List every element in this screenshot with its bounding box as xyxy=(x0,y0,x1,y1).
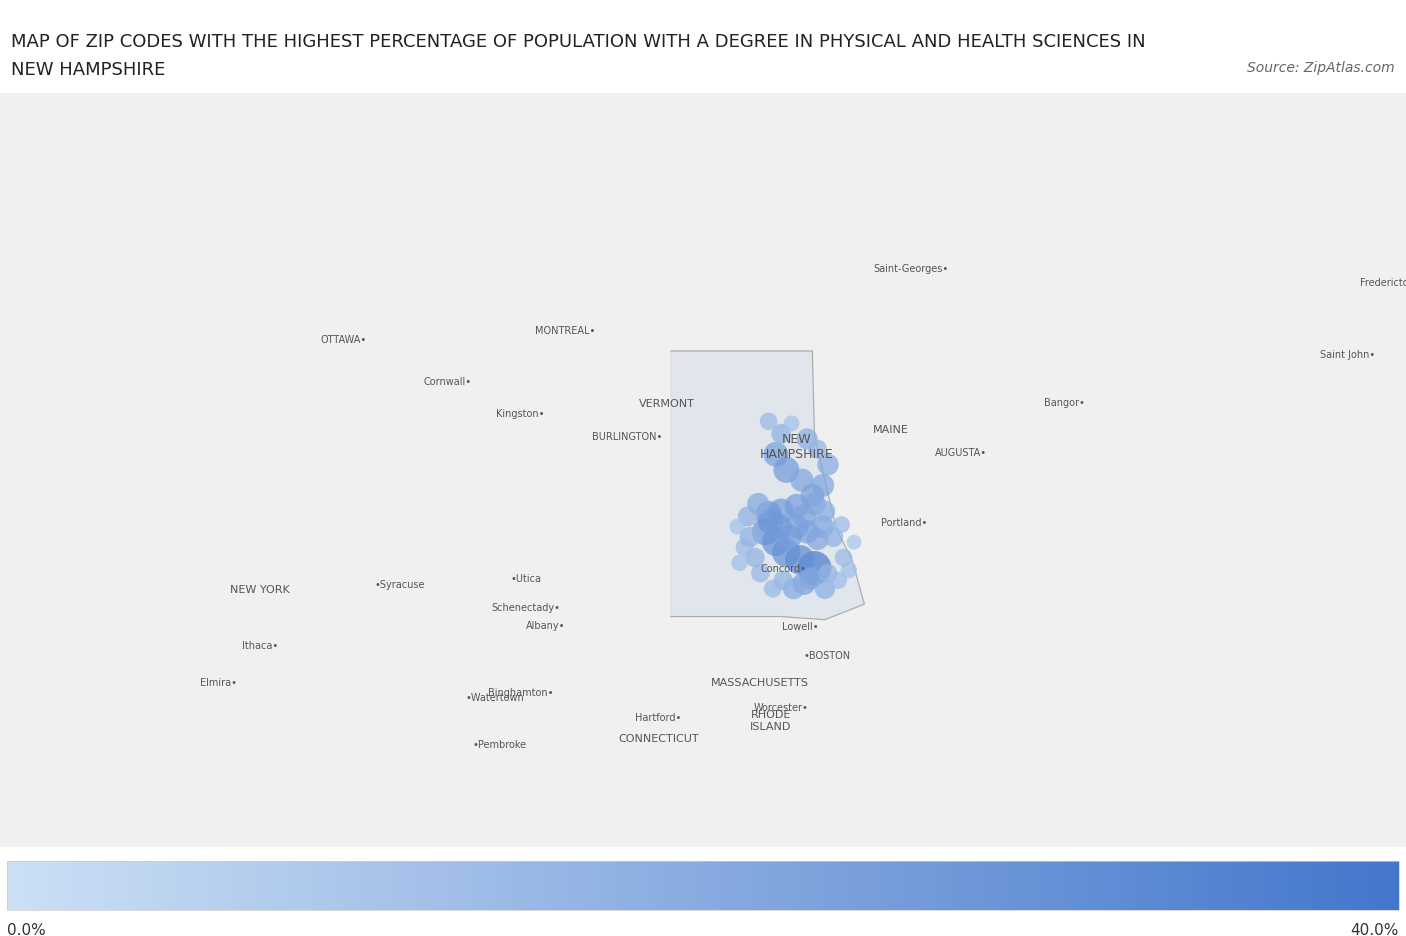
Text: MAINE: MAINE xyxy=(873,424,908,434)
Point xyxy=(811,478,834,493)
Text: RHODE
ISLAND: RHODE ISLAND xyxy=(749,709,792,731)
Point xyxy=(734,540,756,555)
Point xyxy=(778,530,800,545)
Point xyxy=(793,509,815,524)
Text: Cornwall•: Cornwall• xyxy=(423,376,472,387)
Point xyxy=(811,519,834,534)
Text: Ithaca•: Ithaca• xyxy=(242,641,278,651)
Point xyxy=(806,442,828,457)
Text: Saint John•: Saint John• xyxy=(1320,350,1375,359)
Point xyxy=(749,566,772,581)
Text: Elmira•: Elmira• xyxy=(200,677,238,687)
Text: NEW HAMPSHIRE: NEW HAMPSHIRE xyxy=(11,61,166,79)
Point xyxy=(758,507,780,522)
Point xyxy=(725,519,748,534)
Point xyxy=(814,581,837,596)
Text: •Utica: •Utica xyxy=(510,574,541,584)
Text: •Syracuse: •Syracuse xyxy=(374,578,425,589)
Text: NEW YORK: NEW YORK xyxy=(231,584,290,594)
Text: Binghamton•: Binghamton• xyxy=(488,687,554,697)
Point xyxy=(803,561,825,576)
Point xyxy=(786,519,808,534)
Text: NEW
HAMPSHIRE: NEW HAMPSHIRE xyxy=(759,432,834,461)
Text: •Watertown: •Watertown xyxy=(465,693,524,702)
Point xyxy=(806,532,828,547)
Point xyxy=(817,458,839,473)
Text: MAP OF ZIP CODES WITH THE HIGHEST PERCENTAGE OF POPULATION WITH A DEGREE IN PHYS: MAP OF ZIP CODES WITH THE HIGHEST PERCEN… xyxy=(11,33,1146,51)
Text: 0.0%: 0.0% xyxy=(7,922,46,936)
Point xyxy=(770,427,793,442)
Text: Worcester•: Worcester• xyxy=(754,703,808,712)
Point xyxy=(747,497,769,512)
Text: Portland•: Portland• xyxy=(880,517,927,527)
Point xyxy=(772,573,794,588)
Point xyxy=(765,447,787,462)
Text: Schenectady•: Schenectady• xyxy=(492,603,561,613)
Point xyxy=(789,552,811,567)
Polygon shape xyxy=(671,352,865,620)
Text: 40.0%: 40.0% xyxy=(1351,922,1399,936)
Point xyxy=(782,581,804,596)
Point xyxy=(799,571,821,586)
Text: Hartford•: Hartford• xyxy=(636,712,682,722)
Point xyxy=(803,497,825,512)
Point xyxy=(765,535,787,550)
Point xyxy=(842,535,865,550)
Text: CONNECTICUT: CONNECTICUT xyxy=(617,734,699,744)
Point xyxy=(796,525,818,540)
Point xyxy=(793,577,815,592)
Point xyxy=(759,515,782,530)
Point xyxy=(780,417,803,431)
Text: AUGUSTA•: AUGUSTA• xyxy=(935,447,987,458)
Text: Fredericton•: Fredericton• xyxy=(1360,277,1406,287)
Text: •Pembroke: •Pembroke xyxy=(472,739,527,749)
Point xyxy=(754,525,776,540)
Point xyxy=(775,463,797,478)
Text: Concord•: Concord• xyxy=(761,563,806,574)
Text: Source: ZipAtlas.com: Source: ZipAtlas.com xyxy=(1247,61,1395,75)
Point xyxy=(737,509,759,524)
Point xyxy=(796,431,818,446)
Text: Lowell•: Lowell• xyxy=(782,622,818,631)
Point xyxy=(786,499,808,514)
Text: Kingston•: Kingston• xyxy=(496,409,546,418)
Point xyxy=(790,474,813,489)
Point xyxy=(758,415,780,430)
Point xyxy=(823,530,845,545)
Text: Saint-Georges•: Saint-Georges• xyxy=(873,264,949,274)
Point xyxy=(827,573,849,588)
Point xyxy=(832,550,855,565)
Point xyxy=(801,489,824,504)
Text: MONTREAL•: MONTREAL• xyxy=(536,326,596,336)
Point xyxy=(770,505,793,519)
Point xyxy=(762,581,785,596)
Text: BURLINGTON•: BURLINGTON• xyxy=(592,431,662,441)
Text: Bangor•: Bangor• xyxy=(1045,397,1085,407)
Point xyxy=(738,530,761,545)
Point xyxy=(728,556,751,571)
Point xyxy=(838,563,860,578)
Point xyxy=(831,518,853,533)
Point xyxy=(744,550,766,565)
Text: OTTAWA•: OTTAWA• xyxy=(321,334,367,344)
Point xyxy=(768,519,790,534)
Text: •BOSTON: •BOSTON xyxy=(803,651,851,660)
Point xyxy=(817,566,839,581)
Point xyxy=(814,505,837,519)
Text: MASSACHUSETTS: MASSACHUSETTS xyxy=(711,677,810,687)
Point xyxy=(775,546,797,561)
Text: Albany•: Albany• xyxy=(526,621,565,630)
Text: VERMONT: VERMONT xyxy=(638,398,695,408)
